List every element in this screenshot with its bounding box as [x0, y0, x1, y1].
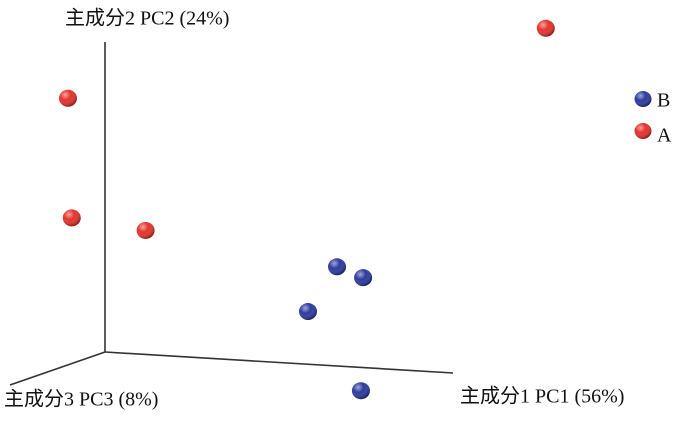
point — [299, 303, 317, 321]
y-axis-label: 主成分2 PC2 (24%) — [65, 7, 229, 30]
point — [536, 19, 555, 37]
point — [136, 221, 155, 239]
point — [62, 209, 81, 227]
point — [351, 382, 370, 400]
legend-swatch-shine — [634, 91, 652, 107]
z-axis — [9, 351, 106, 386]
x-axis-label: 主成分1 PC1 (56%) — [460, 385, 624, 408]
point — [354, 269, 373, 287]
x-axis — [104, 351, 454, 374]
legend-label: A — [657, 125, 672, 147]
legend-label: B — [657, 90, 670, 112]
z-axis-label: 主成分3 PC3 (8%) — [4, 388, 158, 411]
point — [328, 258, 346, 276]
point — [58, 89, 77, 107]
legend-swatch-shine — [634, 123, 652, 139]
